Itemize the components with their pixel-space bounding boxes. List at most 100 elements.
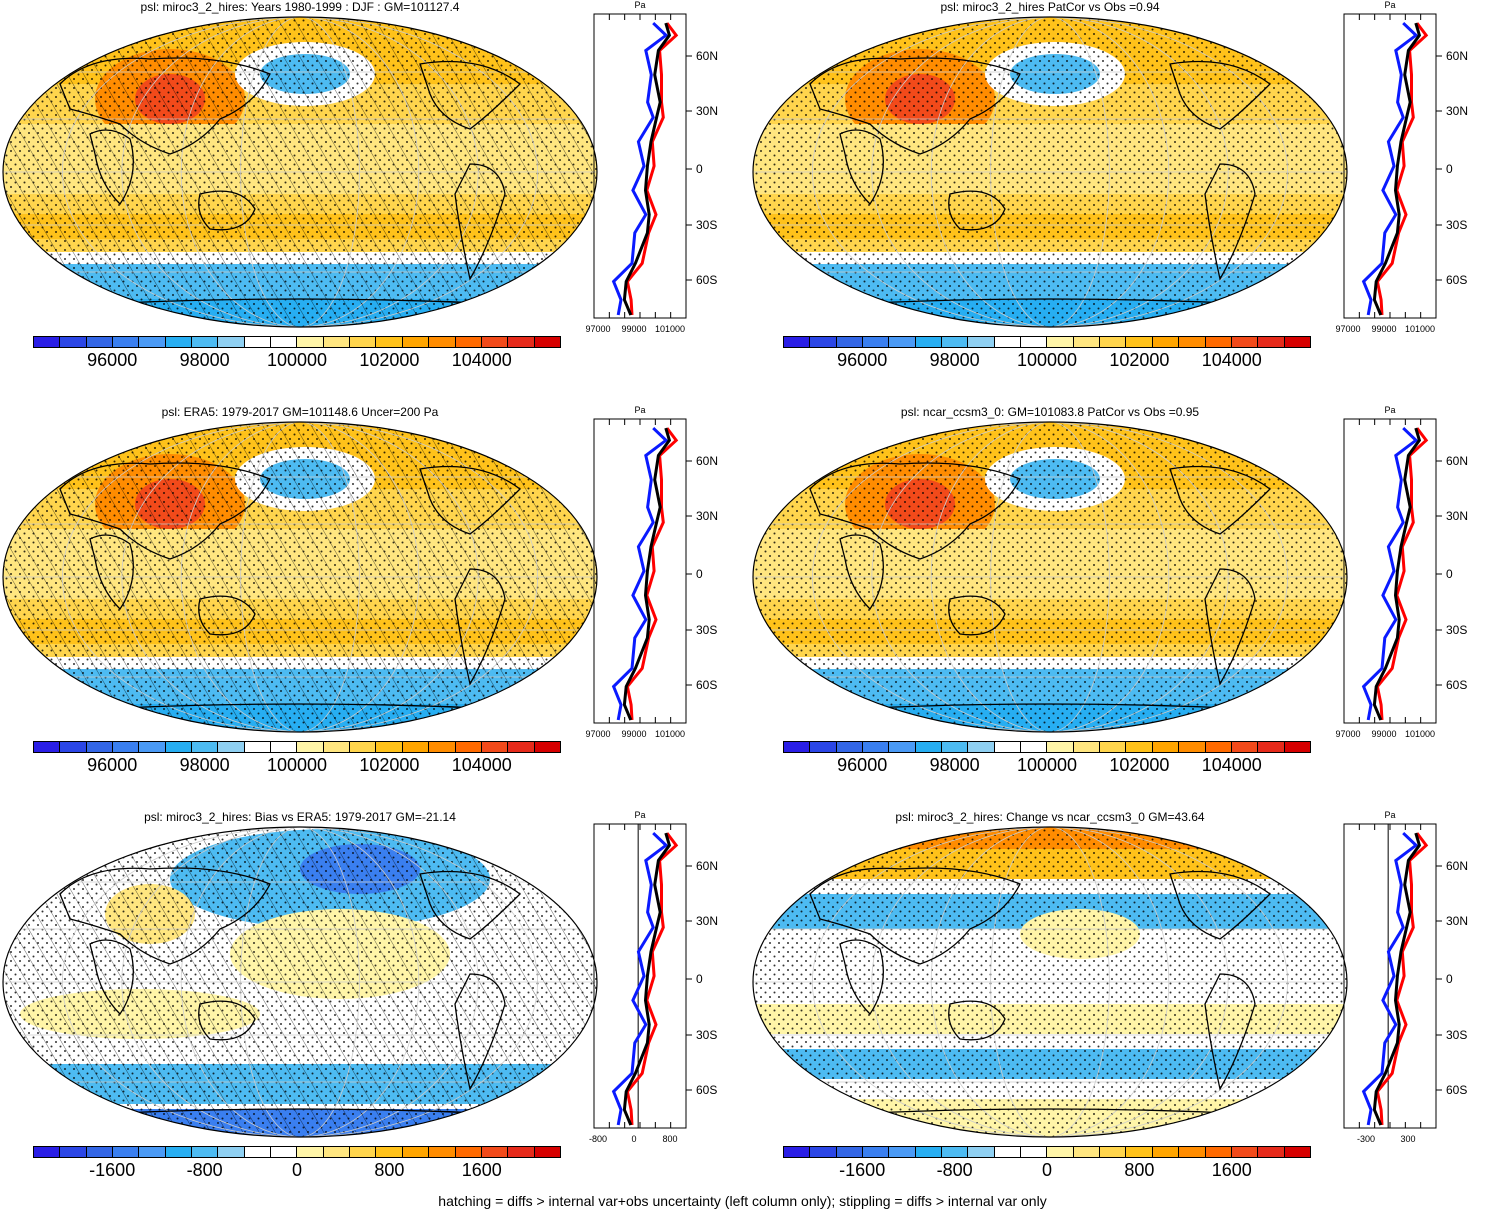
coastline: [809, 462, 1021, 560]
coastline: [99, 703, 501, 710]
obs-profile-line: [611, 427, 669, 721]
colorbar-labels: 96000 98000 100000 102000 104000: [33, 755, 561, 779]
x-tick-label: -300: [1357, 1134, 1375, 1144]
colorbar-swatch: [113, 337, 140, 347]
colorbar-swatch: [402, 1147, 430, 1157]
panel-title: psl: miroc3_2_hires: Bias vs ERA5: 1979-…: [144, 810, 456, 824]
colorbar-label: -800: [936, 1160, 973, 1180]
colorbar-swatch: [1073, 742, 1101, 752]
colorbar-swatch: [323, 742, 351, 752]
colorbar-swatch: [1126, 1147, 1153, 1157]
zonal-mean-profile: Pa 60N 30N 0 30S 60S 97000 99000 101000: [1336, 0, 1468, 334]
coastline: [89, 939, 134, 1016]
panel-title: psl: ERA5: 1979-2017 GM=101148.6 Uncer=2…: [161, 405, 439, 419]
colorbar-label: 102000: [1109, 755, 1170, 775]
coastline: [454, 568, 506, 686]
lat-tick-label: 0: [696, 567, 703, 581]
colorbar-swatch: [1205, 742, 1232, 752]
panel-model-climatology: psl: miroc3_2_hires: Years 1980-1999 : D…: [0, 0, 740, 400]
colorbar-swatch: [784, 742, 811, 752]
colorbar-swatch: [1284, 1147, 1310, 1157]
profile-unit: Pa: [634, 405, 645, 415]
map-outline: [2, 826, 598, 1138]
lat-tick-label: 60S: [1446, 678, 1467, 692]
profile-frame: [593, 13, 687, 319]
obs-profile-line: [1361, 832, 1419, 1126]
coastline: [419, 60, 521, 130]
colorbar-swatch: [34, 1147, 61, 1157]
profile-unit: Pa: [1384, 405, 1395, 415]
colorbar-swatch: [481, 1147, 509, 1157]
world-map: [752, 421, 1348, 733]
colorbar-label: 800: [374, 1160, 405, 1180]
lat-tick-label: 60N: [696, 49, 718, 63]
coastline: [198, 1000, 256, 1041]
lat-tick-label: 30S: [696, 1028, 717, 1042]
colorbar-label: 100000: [1016, 350, 1078, 370]
colorbar-swatch: [429, 337, 456, 347]
coastline: [849, 298, 1251, 305]
colorbar-label: 100000: [1016, 755, 1078, 775]
colorbar-swatch: [192, 742, 219, 752]
colorbar-swatch: [1100, 742, 1127, 752]
colorbar-swatch: [139, 337, 166, 347]
coastline: [419, 870, 521, 940]
colorbar-swatch: [836, 1147, 864, 1157]
colorbar-swatch: [271, 742, 298, 752]
coastline: [419, 465, 521, 535]
lat-tick-label: 60N: [1446, 454, 1468, 468]
colorbar-swatch: [376, 742, 403, 752]
lat-tick-label: 30S: [1446, 1028, 1467, 1042]
colorbar-label: -1600: [89, 1160, 136, 1180]
colorbar-swatch: [376, 1147, 403, 1157]
colorbar-swatch: [244, 742, 272, 752]
colorbar-swatch: [481, 742, 509, 752]
obs-profile-line: [611, 832, 669, 1126]
colorbar-swatch: [1284, 742, 1310, 752]
colorbar-swatch: [1231, 742, 1259, 752]
zonal-mean-profile: Pa 60N 30N 0 30S 60S 97000 99000 101000: [1336, 405, 1468, 739]
coastline: [454, 973, 506, 1091]
coastline: [1169, 870, 1271, 940]
coastline: [1204, 973, 1256, 1091]
colorbar-swatch: [60, 337, 87, 347]
lat-tick-label: 30N: [696, 509, 718, 523]
colorbar-swatch: [165, 1147, 193, 1157]
colorbar-swatch: [942, 742, 969, 752]
colorbar-swatch: [113, 1147, 140, 1157]
colorbar-swatch: [1047, 742, 1074, 752]
colorbar-label: 98000: [179, 755, 230, 775]
profile-unit: Pa: [1384, 810, 1395, 820]
colorbar-swatch: [889, 742, 916, 752]
x-tick-label: 300: [1400, 1134, 1415, 1144]
x-tick-label: 97000: [1336, 324, 1361, 334]
colorbar-swatch: [915, 1147, 943, 1157]
colorbar-label: 0: [1041, 1160, 1053, 1180]
colorbar-label: 98000: [929, 350, 980, 370]
colorbar-label: 96000: [87, 755, 138, 775]
world-map: [752, 826, 1348, 1138]
panel-bias: psl: miroc3_2_hires: Bias vs ERA5: 1979-…: [0, 810, 740, 1210]
lat-tick-label: 30N: [1446, 914, 1468, 928]
colorbar-swatch: [455, 742, 482, 752]
colorbar-swatch: [429, 742, 456, 752]
x-tick-label: 97000: [586, 324, 611, 334]
colorbar-swatch: [784, 1147, 811, 1157]
x-tick-label: 97000: [586, 729, 611, 739]
colorbar-swatch: [350, 742, 377, 752]
colorbar-swatch: [942, 1147, 969, 1157]
colorbar: [783, 1146, 1311, 1158]
colorbar-swatch: [534, 1147, 560, 1157]
colorbar-swatch: [455, 1147, 482, 1157]
x-tick-label: 101000: [1405, 729, 1435, 739]
colorbar-label: 96000: [837, 350, 888, 370]
colorbar-swatch: [889, 1147, 916, 1157]
lat-tick-label: 0: [1446, 972, 1453, 986]
colorbar-swatch: [1152, 1147, 1180, 1157]
lat-tick-label: 0: [696, 162, 703, 176]
colorbar-swatch: [271, 337, 298, 347]
profile-unit: Pa: [634, 0, 645, 10]
colorbar-swatch: [1179, 742, 1206, 752]
obs-profile-line: [611, 22, 669, 316]
colorbar-swatch: [297, 742, 324, 752]
